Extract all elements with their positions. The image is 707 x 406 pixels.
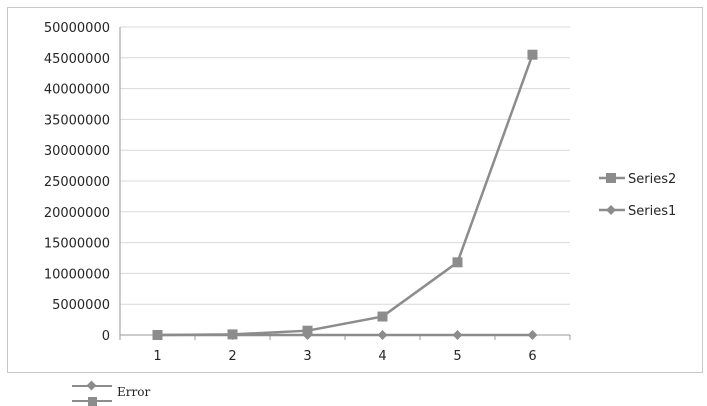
data-point-series2: [527, 49, 538, 60]
data-point-series2: [302, 325, 313, 336]
x-tick-label: 4: [378, 349, 386, 364]
legend-marker-series2: [606, 173, 616, 183]
x-tick-label: 3: [303, 349, 311, 364]
legend-marker-series1: [606, 205, 616, 215]
x-tick-label: 1: [153, 349, 161, 364]
data-point-series2: [152, 330, 163, 340]
bottom-legend-label: Error: [117, 385, 151, 399]
data-point-series2: [452, 257, 463, 268]
data-point-series1: [452, 330, 463, 340]
chart-frame: [7, 7, 703, 373]
data-point-series2: [227, 329, 238, 340]
data-point-series2: [377, 311, 388, 322]
legend-label-series1: Series1: [628, 204, 676, 219]
y-tick-label: 20000000: [44, 206, 110, 221]
y-tick-label: 50000000: [44, 21, 110, 36]
y-tick-label: 45000000: [44, 52, 110, 67]
y-tick-label: 25000000: [44, 175, 110, 190]
legend-label-series2: Series2: [628, 172, 676, 187]
y-tick-label: 40000000: [44, 83, 110, 98]
x-tick-label: 6: [528, 349, 536, 364]
y-tick-label: 30000000: [44, 144, 110, 159]
series-line-series2: [157, 54, 534, 337]
y-tick-label: 15000000: [44, 237, 110, 252]
x-tick-label: 2: [228, 349, 236, 364]
y-tick-label: 0: [102, 329, 110, 344]
y-tick-label: 35000000: [44, 113, 110, 128]
x-tick-label: 5: [453, 349, 461, 364]
bottom-legend-diamond-marker: [72, 380, 112, 391]
y-tick-label: 5000000: [52, 298, 110, 313]
bottom-legend-square-marker: [72, 397, 112, 406]
y-tick-label: 10000000: [44, 267, 110, 282]
data-point-series1: [377, 330, 388, 340]
data-point-series1: [527, 330, 538, 340]
